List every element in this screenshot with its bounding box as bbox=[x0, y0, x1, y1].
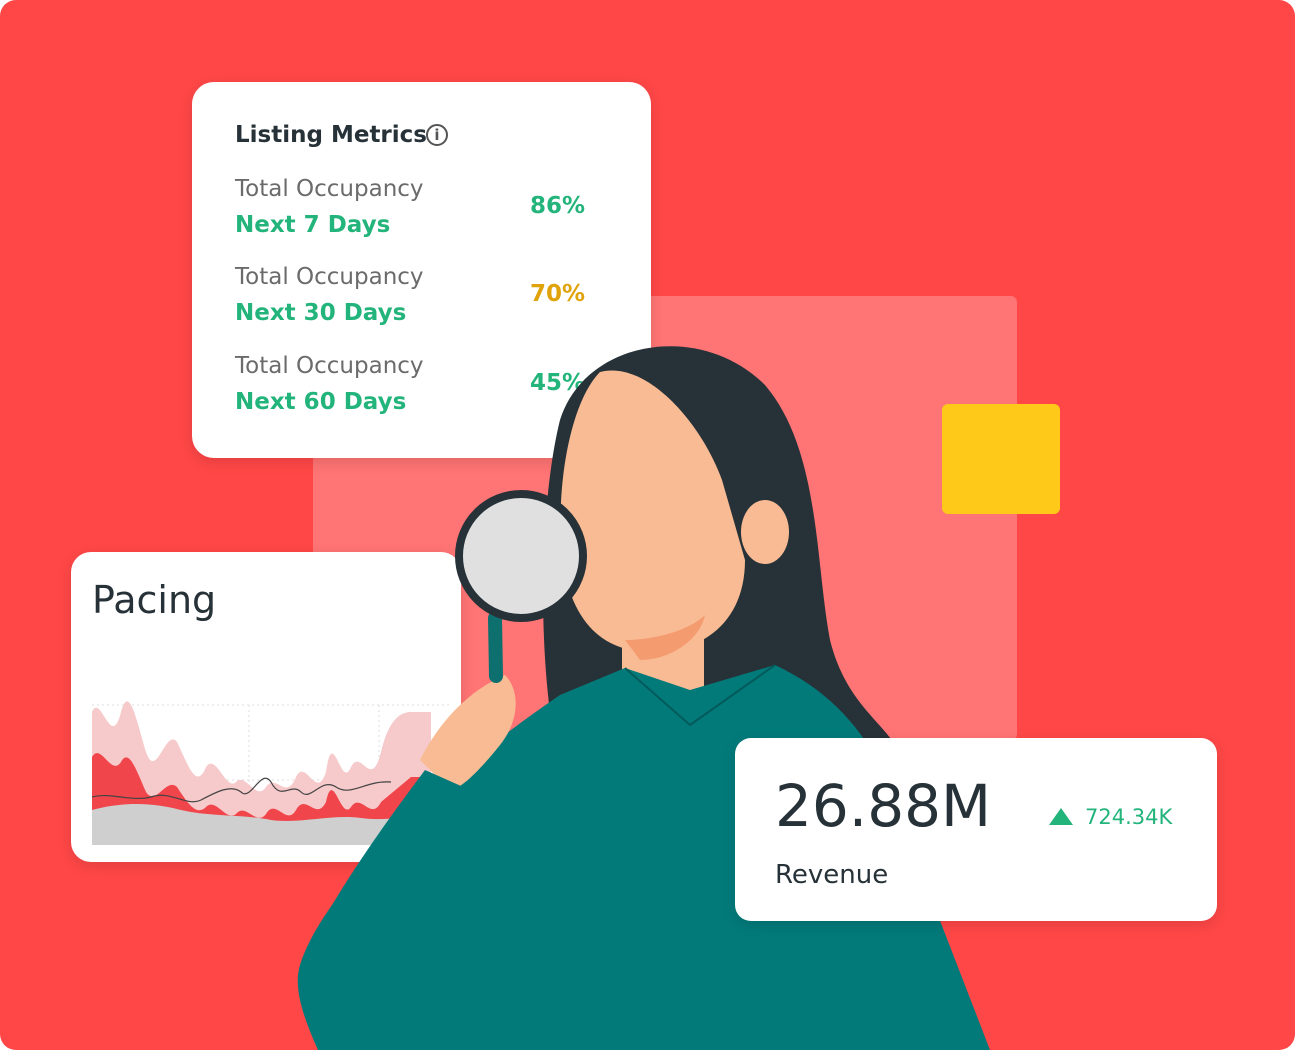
metric-value: 86% bbox=[529, 193, 585, 219]
hand bbox=[420, 675, 516, 790]
ear bbox=[741, 500, 789, 564]
metric-label: Total Occupancy bbox=[235, 353, 424, 379]
magnifier-lens bbox=[455, 490, 587, 622]
revenue-card: 26.88M 724.34K Revenue bbox=[735, 738, 1217, 921]
revenue-value: 26.88M bbox=[775, 772, 992, 840]
metric-row: Total Occupancy Next 7 Days 86% bbox=[235, 176, 585, 246]
metric-value: 70% bbox=[529, 281, 585, 307]
metric-period: Next 60 Days bbox=[235, 389, 407, 415]
chin-shadow bbox=[625, 615, 705, 660]
pacing-card: Pacing bbox=[71, 552, 461, 862]
card-title: Listing Metrics bbox=[235, 122, 427, 148]
revenue-label: Revenue bbox=[775, 860, 889, 890]
up-arrow bbox=[1049, 808, 1073, 825]
sleeve bbox=[300, 770, 470, 980]
card-title: Pacing bbox=[92, 578, 217, 622]
metric-row: Total Occupancy Next 60 Days 45% bbox=[235, 353, 585, 423]
metric-label: Total Occupancy bbox=[235, 264, 424, 290]
metric-label: Total Occupancy bbox=[235, 176, 424, 202]
face bbox=[560, 370, 745, 652]
pacing-chart bbox=[91, 701, 451, 845]
trend-line bbox=[91, 777, 392, 803]
info-icon[interactable]: i bbox=[426, 124, 448, 146]
yellow-square bbox=[942, 404, 1060, 514]
metric-row: Total Occupancy Next 30 Days 70% bbox=[235, 264, 585, 334]
base-band bbox=[92, 804, 431, 845]
metric-period: Next 7 Days bbox=[235, 212, 391, 238]
metric-period: Next 30 Days bbox=[235, 300, 407, 326]
revenue-change: 724.34K bbox=[1085, 805, 1173, 829]
magnifier-handle bbox=[488, 611, 503, 683]
collar bbox=[624, 664, 776, 727]
